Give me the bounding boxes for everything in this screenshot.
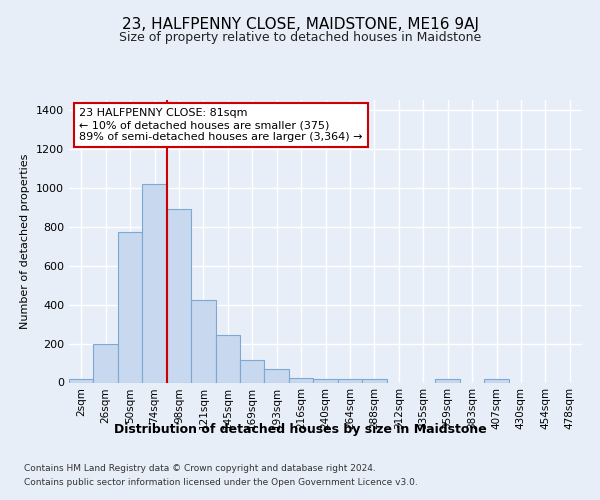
Bar xyxy=(142,184,167,382)
Bar xyxy=(484,378,509,382)
Bar xyxy=(191,300,215,382)
Text: Distribution of detached houses by size in Maidstone: Distribution of detached houses by size … xyxy=(113,422,487,436)
Bar xyxy=(240,360,265,382)
Bar xyxy=(94,344,118,382)
Text: 23, HALFPENNY CLOSE, MAIDSTONE, ME16 9AJ: 23, HALFPENNY CLOSE, MAIDSTONE, ME16 9AJ xyxy=(121,18,479,32)
Text: Contains public sector information licensed under the Open Government Licence v3: Contains public sector information licen… xyxy=(24,478,418,487)
Text: 23 HALFPENNY CLOSE: 81sqm
← 10% of detached houses are smaller (375)
89% of semi: 23 HALFPENNY CLOSE: 81sqm ← 10% of detac… xyxy=(79,108,363,142)
Bar xyxy=(69,378,94,382)
Text: Size of property relative to detached houses in Maidstone: Size of property relative to detached ho… xyxy=(119,32,481,44)
Bar xyxy=(167,209,191,382)
Bar xyxy=(265,369,289,382)
Y-axis label: Number of detached properties: Number of detached properties xyxy=(20,154,31,329)
Bar xyxy=(436,378,460,382)
Bar xyxy=(289,378,313,382)
Bar xyxy=(338,378,362,382)
Bar xyxy=(362,378,386,382)
Bar xyxy=(313,378,338,382)
Bar xyxy=(118,232,142,382)
Text: Contains HM Land Registry data © Crown copyright and database right 2024.: Contains HM Land Registry data © Crown c… xyxy=(24,464,376,473)
Bar xyxy=(215,335,240,382)
